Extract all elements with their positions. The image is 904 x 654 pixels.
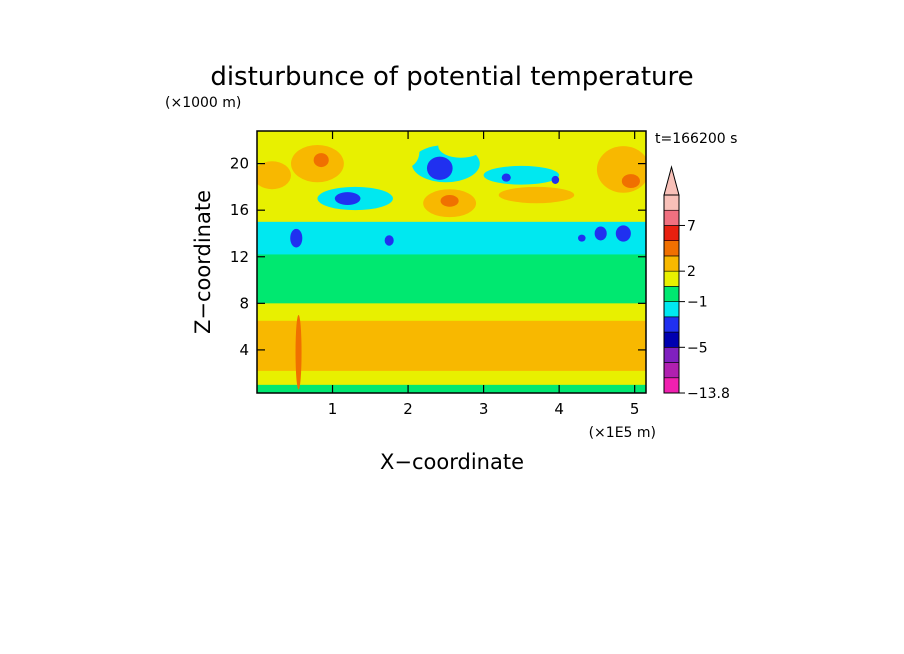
colorbar-swatch <box>663 362 680 379</box>
x-tick-label: 5 <box>630 400 640 418</box>
x-axis-label: X−coordinate <box>380 450 524 474</box>
colorbar-label: −5 <box>687 340 708 356</box>
y-unit-label: (×1000 m) <box>165 95 241 111</box>
colorbar-swatch <box>663 225 680 241</box>
contour-patch <box>578 234 586 242</box>
contour-patch <box>438 134 484 158</box>
contour-patch <box>596 146 646 193</box>
colorbar-swatch <box>663 240 680 257</box>
x-tick-label: 4 <box>554 400 564 418</box>
colorbar-label: −13.8 <box>687 386 730 402</box>
y-tick-label: 16 <box>230 201 249 219</box>
colorbar-frame <box>663 194 680 394</box>
colorbar-swatch <box>663 347 680 363</box>
contour-patch <box>426 156 453 180</box>
contour-patch <box>313 153 329 168</box>
colorbar-swatch <box>663 377 680 394</box>
colorbar-label: −1 <box>687 295 708 311</box>
colorbar: 7 2 −1 −5 −13.8 <box>663 165 730 402</box>
contour-patch <box>440 195 459 207</box>
colorbar-label: 2 <box>687 264 696 280</box>
contour-patch <box>384 235 394 246</box>
colorbar-swatch <box>663 270 680 287</box>
colorbar-swatch <box>663 301 680 318</box>
colorbar-swatch <box>663 316 680 333</box>
contour-patch <box>483 165 560 185</box>
y-tick-label: 20 <box>230 155 249 173</box>
y-axis-ticks: 4 8 12 16 20 <box>230 155 646 359</box>
y-tick-label: 4 <box>239 341 249 359</box>
contour-patch <box>551 175 560 184</box>
contour-band <box>257 320 646 371</box>
colorbar-overflow-arrow <box>663 165 680 196</box>
contour-patch <box>498 186 575 204</box>
contour-patch <box>501 173 511 182</box>
contour-patch <box>257 161 291 190</box>
contour-patch <box>615 225 631 242</box>
x-axis-ticks: 1 2 3 4 5 <box>328 131 640 418</box>
colorbar-swatch <box>663 286 680 302</box>
y-tick-label: 8 <box>239 294 249 312</box>
contour-patch <box>621 174 640 189</box>
x-tick-label: 2 <box>403 400 413 418</box>
contour-patch <box>334 192 361 205</box>
x-tick-label: 3 <box>479 400 489 418</box>
contour-patch <box>290 228 303 248</box>
y-axis-label: Z−coordinate <box>191 190 215 334</box>
colorbar-swatch <box>663 194 680 211</box>
y-tick-label: 12 <box>230 248 249 266</box>
contour-patch <box>295 314 302 390</box>
contour-patch <box>389 135 420 169</box>
contour-band <box>257 221 646 255</box>
contour-patch <box>594 226 607 241</box>
plot-frame <box>256 130 647 394</box>
colorbar-swatch <box>663 331 680 348</box>
colorbar-swatch <box>663 209 680 226</box>
colorbar-swatch <box>663 255 680 272</box>
time-label: t=166200 s <box>655 131 737 147</box>
chart-title: disturbunce of potential temperature <box>210 62 693 92</box>
contour-field <box>257 131 646 393</box>
x-tick-label: 1 <box>328 400 338 418</box>
colorbar-label: 7 <box>687 218 696 234</box>
x-unit-label: (×1E5 m) <box>589 425 656 441</box>
